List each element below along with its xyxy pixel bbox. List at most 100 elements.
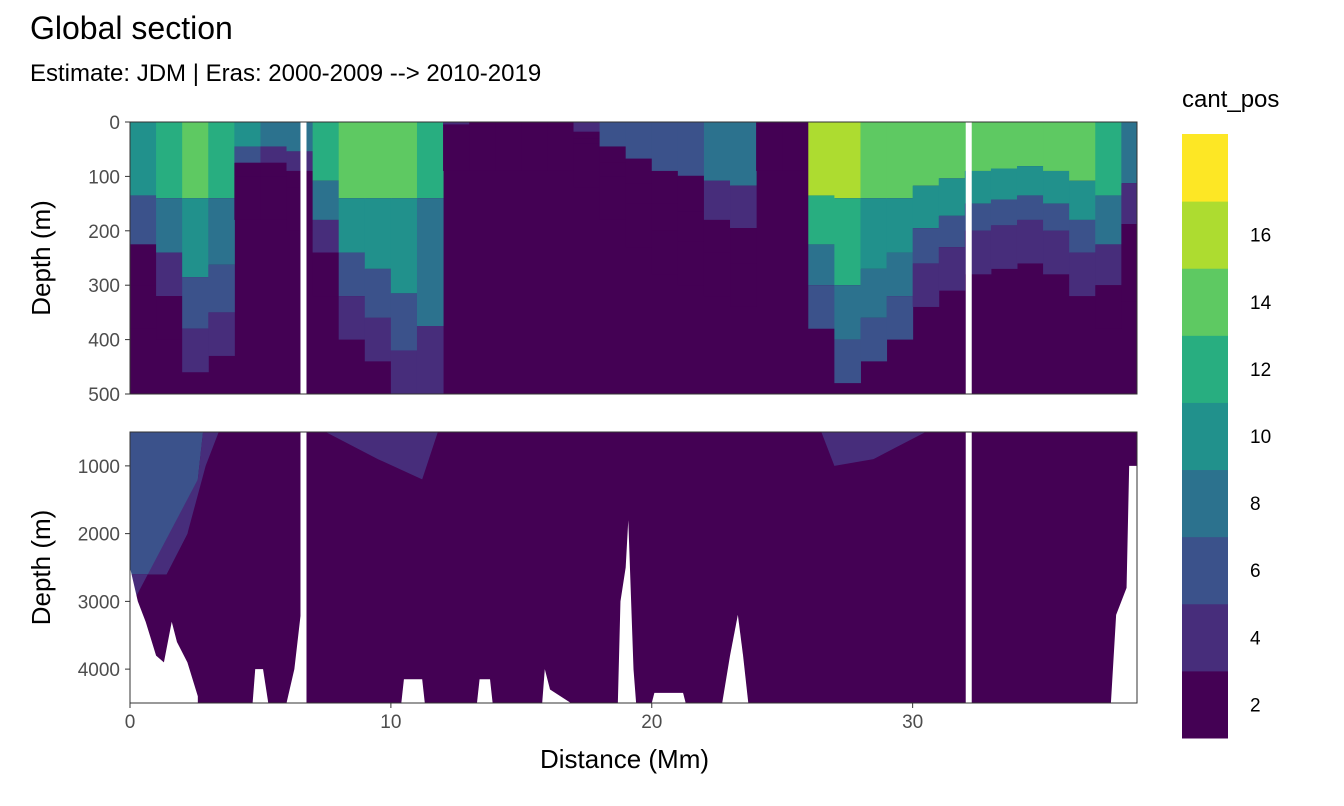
x-axis-label: Distance (Mm) <box>540 744 710 774</box>
upper-cell <box>156 296 183 340</box>
upper-cell <box>156 252 183 297</box>
upper-cell <box>208 122 235 199</box>
gap-column <box>300 122 307 394</box>
seafloor <box>722 614 749 703</box>
upper-cell <box>599 176 627 220</box>
upper-cell <box>1043 230 1070 275</box>
upper-cell <box>469 122 496 125</box>
upper-panel-border <box>129 121 1138 395</box>
upper-cell <box>1016 166 1044 196</box>
upper-cell <box>260 176 288 220</box>
upper-cell <box>547 122 574 125</box>
upper-cell <box>182 122 209 199</box>
upper-cell <box>547 127 574 171</box>
upper-cell <box>808 244 835 286</box>
y-tick-label: 2000 <box>78 525 120 546</box>
upper-cell <box>364 317 392 362</box>
upper-cell <box>912 263 940 307</box>
upper-cell <box>834 198 861 286</box>
chart-title: Global section <box>30 10 233 46</box>
y-axis-label: Depth (m) <box>26 510 56 626</box>
upper-cell <box>573 131 601 139</box>
seafloor <box>130 567 198 703</box>
upper-cell <box>1095 244 1122 286</box>
y-tick-label: 100 <box>88 167 120 188</box>
upper-cell <box>730 185 757 229</box>
upper-cell <box>182 328 209 373</box>
upper-cell <box>1121 224 1138 258</box>
upper-cell <box>730 122 757 186</box>
upper-cell <box>1016 195 1044 220</box>
y-tick-label: 200 <box>88 222 120 243</box>
upper-cell <box>495 126 522 128</box>
upper-cell <box>938 215 966 248</box>
upper-cell <box>130 122 157 196</box>
upper-cell <box>521 122 548 125</box>
gap-column <box>965 122 972 394</box>
upper-cell <box>808 285 835 329</box>
upper-cell <box>834 339 861 384</box>
chart-subtitle: Estimate: JDM | Eras: 2000-2009 --> 2010… <box>30 60 542 87</box>
upper-cell <box>1016 219 1044 264</box>
upper-cell <box>495 127 522 171</box>
upper-cell <box>286 151 314 171</box>
upper-cell <box>912 228 940 264</box>
upper-cell <box>260 122 288 147</box>
legend-swatch <box>1182 603 1228 672</box>
upper-cell <box>260 146 288 163</box>
y-tick-label: 4000 <box>78 660 120 681</box>
upper-cell <box>886 122 914 199</box>
upper-cell <box>547 126 574 128</box>
upper-cell <box>416 326 444 394</box>
y-tick-label: 500 <box>88 385 120 406</box>
upper-cell <box>234 146 261 163</box>
y-tick-label: 1000 <box>78 457 120 478</box>
x-tick-label: 0 <box>125 712 136 733</box>
upper-cell <box>782 124 809 127</box>
upper-cell <box>990 199 1018 226</box>
legend-swatch <box>1182 469 1228 538</box>
gap-column <box>300 432 307 703</box>
upper-cell <box>286 187 314 231</box>
upper-cell <box>390 198 418 294</box>
legend-swatch <box>1182 201 1228 269</box>
upper-cell <box>521 124 548 127</box>
lower-blue-patch <box>130 432 204 575</box>
upper-cell <box>703 122 731 181</box>
upper-cell <box>990 168 1018 200</box>
upper-cell <box>156 198 183 253</box>
upper-cell <box>1095 195 1122 245</box>
upper-cell <box>1043 170 1070 204</box>
seafloor <box>542 669 571 703</box>
legend-label: 8 <box>1250 494 1261 515</box>
legend-label: 14 <box>1250 293 1272 314</box>
upper-cell <box>286 170 314 188</box>
upper-cell <box>208 198 235 265</box>
upper-cell <box>312 252 340 297</box>
upper-cell <box>703 180 731 220</box>
upper-cell <box>756 126 783 128</box>
upper-cell <box>677 122 705 176</box>
upper-cell <box>1016 122 1044 167</box>
upper-cell <box>495 122 522 125</box>
upper-cell <box>443 124 470 127</box>
upper-cell <box>1043 203 1070 231</box>
upper-cell <box>730 263 757 307</box>
upper-cell <box>182 198 209 278</box>
upper-cell <box>182 277 209 329</box>
upper-cell <box>1121 183 1138 224</box>
lower-band <box>325 432 438 480</box>
upper-cell <box>260 162 288 177</box>
upper-cell <box>286 122 314 152</box>
legend-label: 10 <box>1250 427 1271 448</box>
upper-cell <box>521 126 548 128</box>
x-tick-label: 10 <box>380 712 401 733</box>
upper-cell <box>599 122 627 147</box>
legend-label: 16 <box>1250 226 1271 247</box>
legend-swatch <box>1182 670 1228 739</box>
upper-cell <box>521 127 548 171</box>
upper-cell <box>390 122 418 199</box>
upper-cell <box>808 195 835 245</box>
y-tick-label: 3000 <box>78 592 120 613</box>
upper-cell <box>338 198 366 253</box>
